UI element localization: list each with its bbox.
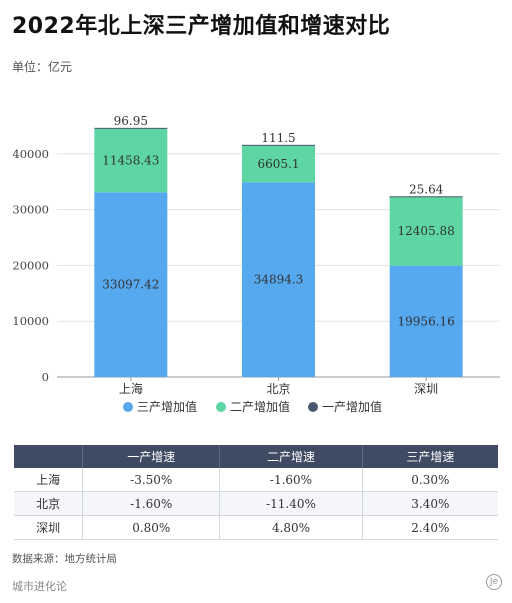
bar-segment bbox=[94, 127, 168, 129]
x-tick-label: 上海 bbox=[119, 381, 143, 396]
stacked-bar-chart: 0 10000 20000 30000 40000 33097.42 11458.43 96.… bbox=[12, 114, 500, 414]
data-label: 11458.43 bbox=[102, 153, 159, 167]
table-header-cell bbox=[14, 445, 83, 468]
data-label: 25.64 bbox=[409, 182, 444, 196]
bar-segment bbox=[94, 192, 168, 377]
table-cell: 2.40% bbox=[361, 515, 498, 540]
unit-label: 单位：亿元 bbox=[12, 60, 73, 74]
table-cell: 3.40% bbox=[361, 491, 498, 516]
legend-label: 三产增加值 bbox=[137, 399, 197, 414]
bar-segment bbox=[94, 128, 168, 193]
data-label: 96.95 bbox=[114, 114, 148, 128]
data-label: 34894.3 bbox=[254, 273, 304, 287]
data-label: 12405.88 bbox=[398, 224, 455, 238]
bar-segment bbox=[242, 145, 315, 183]
data-label: 33097.42 bbox=[102, 278, 159, 292]
bar-segment bbox=[389, 196, 463, 198]
legend-marker bbox=[308, 402, 318, 412]
table-cell: -1.60% bbox=[82, 491, 220, 516]
table-cell: 北京 bbox=[14, 491, 83, 516]
table-header-cell: 一产增速 bbox=[82, 445, 220, 468]
y-tick-label: 10000 bbox=[12, 314, 49, 328]
table-cell: 0.80% bbox=[82, 515, 220, 540]
data-label: 6605.1 bbox=[258, 157, 300, 171]
bar-segment bbox=[242, 144, 315, 146]
y-tick-label: 40000 bbox=[12, 147, 49, 161]
bar-segment bbox=[242, 182, 315, 377]
legend-label: 二产增加值 bbox=[230, 399, 290, 414]
y-tick-label: 0 bbox=[42, 370, 49, 384]
table-cell: 上海 bbox=[14, 468, 83, 492]
table-header-cell: 三产增速 bbox=[361, 445, 498, 468]
y-tick-label: 30000 bbox=[12, 203, 49, 217]
legend-marker bbox=[216, 402, 226, 412]
legend-marker bbox=[123, 402, 133, 412]
table-cell: -1.60% bbox=[219, 468, 363, 492]
table-row: 上海 -3.50% -1.60% 0.30% bbox=[14, 468, 498, 492]
data-source: 数据来源：地方统计局 bbox=[12, 553, 117, 565]
chart-title: 2022年北上深三产增加值和增速对比 bbox=[12, 14, 391, 39]
bar-segment bbox=[389, 196, 463, 266]
table-cell: 深圳 bbox=[14, 515, 83, 540]
data-label: 111.5 bbox=[261, 131, 295, 145]
table-cell: 4.80% bbox=[219, 515, 363, 540]
y-tick-label: 20000 bbox=[12, 258, 49, 272]
x-tick-label: 北京 bbox=[266, 382, 290, 396]
data-label: 19956.16 bbox=[398, 314, 455, 328]
brand-logo-icon: Je bbox=[486, 574, 502, 590]
table-cell: -11.40% bbox=[219, 491, 363, 516]
table-header-row: 一产增速 二产增速 三产增速 bbox=[14, 445, 498, 468]
x-tick-label: 深圳 bbox=[414, 382, 438, 396]
bar-segment bbox=[389, 265, 463, 377]
table-cell: -3.50% bbox=[82, 468, 220, 492]
table-header-cell: 二产增速 bbox=[219, 445, 363, 468]
growth-table: 一产增速 二产增速 三产增速 上海 -3.50% -1.60% 0.30% 北京… bbox=[14, 445, 498, 540]
table-row: 深圳 0.80% 4.80% 2.40% bbox=[14, 515, 498, 540]
legend-label: 一产增加值 bbox=[322, 399, 382, 414]
brand-name: 城市进化论 bbox=[12, 580, 67, 593]
table-row: 北京 -1.60% -11.40% 3.40% bbox=[14, 491, 498, 516]
table-cell: 0.30% bbox=[361, 468, 498, 492]
